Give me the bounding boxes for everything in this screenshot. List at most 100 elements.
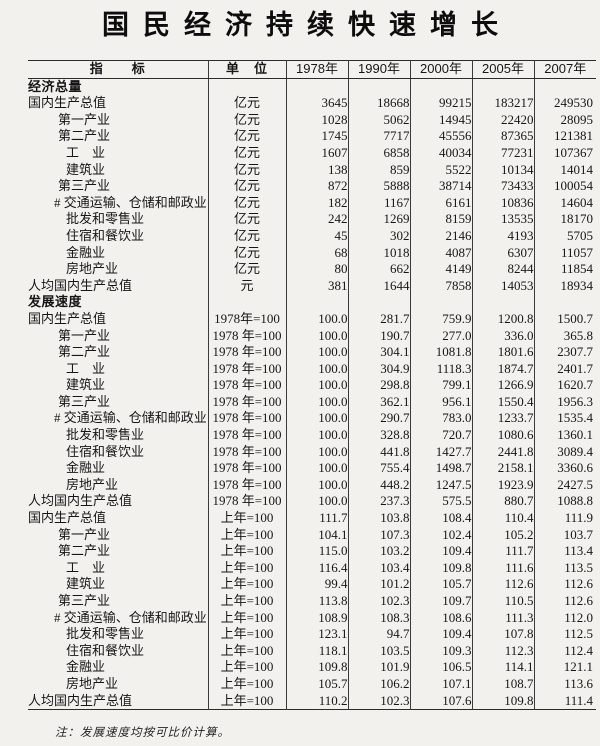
value-cell: 108.3 xyxy=(347,609,410,627)
value-cell: 22420 xyxy=(471,111,534,129)
value-cell: 111.9 xyxy=(533,510,596,527)
value-cell: 101.9 xyxy=(347,659,410,676)
value-cell: 18668 xyxy=(347,95,410,112)
table-row: 建筑业 1978 年=100 100.0 298.8 799.1 1266.9 1620.7 xyxy=(28,377,596,394)
value-cell: 100.0 xyxy=(285,344,348,361)
value-cell: 1200.8 xyxy=(471,310,534,328)
row-indicator-label: 第一产业 xyxy=(58,111,111,127)
value-cell: 28095 xyxy=(533,111,596,129)
row-indicator-label: 人均国内生产总值 xyxy=(28,493,133,509)
value-cell: 304.9 xyxy=(347,360,410,378)
row-unit: 上年=100 xyxy=(207,642,286,660)
row-indicator-label: 金融业 xyxy=(66,244,106,260)
row-indicator-label: 第三产业 xyxy=(58,593,111,608)
value-cell: 109.4 xyxy=(409,626,472,643)
value-cell: 138 xyxy=(285,161,348,179)
value-cell: 111.3 xyxy=(471,609,534,627)
value-cell: 113.6 xyxy=(533,675,596,693)
value-cell: 277.0 xyxy=(409,327,472,345)
table-row: 建筑业 上年=100 99.4 101.2 105.7 112.6 112.6 xyxy=(28,576,596,593)
value-cell: 1498.7 xyxy=(409,460,472,477)
value-cell: 242 xyxy=(285,211,348,228)
value-cell: 13535 xyxy=(471,211,534,228)
table-row: 房地产业 上年=100 105.7 106.2 107.1 108.7 113.6 xyxy=(28,675,596,693)
value-cell: 4087 xyxy=(409,244,472,262)
row-unit: 1978 年=100 xyxy=(207,476,286,494)
value-cell: 1080.6 xyxy=(471,427,534,444)
value-cell: 1360.1 xyxy=(533,427,596,444)
value-cell: 2146 xyxy=(409,227,472,245)
row-indicator-label: # 交通运输、仓储和邮政业 xyxy=(54,194,207,210)
row-indicator-label: 第二产业 xyxy=(58,344,111,360)
value-cell: 1620.7 xyxy=(533,377,596,394)
row-unit: 1978 年=100 xyxy=(207,460,286,477)
value-cell: 365.8 xyxy=(533,327,596,345)
value-cell: 102.3 xyxy=(347,593,410,610)
value-cell: 107.3 xyxy=(347,526,410,544)
table-row: 人均国内生产总值 上年=100 110.2 102.3 107.6 109.8 111.4 xyxy=(28,692,596,710)
table-row: 人均国内生产总值 元 381 1644 7858 14053 18934 xyxy=(28,277,596,295)
value-cell: 2307.7 xyxy=(533,344,596,361)
row-unit: 亿元 xyxy=(207,244,286,262)
value-cell: 108.7 xyxy=(471,675,534,693)
table-row: 建筑业 亿元 138 859 5522 10134 14014 xyxy=(28,161,596,179)
value-cell: 109.3 xyxy=(409,642,472,660)
value-cell xyxy=(533,78,596,96)
value-cell: 5062 xyxy=(347,111,410,129)
value-cell: 109.8 xyxy=(409,559,472,577)
value-cell: 1247.5 xyxy=(409,476,472,494)
value-cell: 381 xyxy=(285,277,348,295)
table-row: 国内生产总值 1978年=100 100.0 281.7 759.9 1200.8 1500… xyxy=(28,310,596,328)
value-cell: 100054 xyxy=(533,178,596,195)
value-cell: 106.5 xyxy=(409,659,472,676)
value-cell: 111.4 xyxy=(533,692,596,710)
row-unit: 上年=100 xyxy=(207,675,286,693)
value-cell: 38714 xyxy=(409,178,472,195)
value-cell: 3360.6 xyxy=(533,460,596,477)
value-cell: 121.1 xyxy=(533,659,596,676)
value-cell: 100.0 xyxy=(285,410,348,428)
value-cell: 4149 xyxy=(409,261,472,278)
value-cell: 1644 xyxy=(347,277,410,295)
row-indicator-label: 第二产业 xyxy=(58,543,111,559)
value-cell xyxy=(409,294,472,311)
value-cell: 7717 xyxy=(347,128,410,145)
value-cell: 8244 xyxy=(471,261,534,278)
value-cell xyxy=(347,78,410,96)
value-cell: 10836 xyxy=(471,194,534,212)
row-indicator-label: 经济总量 xyxy=(28,78,83,94)
value-cell: 112.3 xyxy=(471,642,534,660)
row-unit: 1978 年=100 xyxy=(207,377,286,394)
value-cell: 100.0 xyxy=(285,460,348,477)
value-cell: 100.0 xyxy=(285,377,348,394)
value-cell: 1269 xyxy=(347,211,410,228)
row-indicator-label: 国内生产总值 xyxy=(28,510,107,526)
row-indicator-label: 人均国内生产总值 xyxy=(28,277,133,293)
value-cell xyxy=(533,294,596,311)
table-row: 金融业 上年=100 109.8 101.9 106.5 114.1 121.1 xyxy=(28,659,596,676)
row-unit: 1978 年=100 xyxy=(207,493,286,511)
value-cell: 362.1 xyxy=(347,393,410,411)
column-header: 1990年 xyxy=(347,60,410,79)
column-header: 指 标 xyxy=(28,60,208,79)
table-row: 第三产业 亿元 872 5888 38714 73433 100054 xyxy=(28,178,596,195)
row-indicator-label: 住宿和餐饮业 xyxy=(66,642,145,658)
value-cell: 183217 xyxy=(471,95,534,112)
table-row: 工 业 上年=100 116.4 103.4 109.8 111.6 113.5 xyxy=(28,559,596,577)
value-cell: 100.0 xyxy=(285,393,348,411)
value-cell: 1745 xyxy=(285,128,348,145)
row-indicator-label: 批发和零售业 xyxy=(66,211,145,227)
value-cell: 103.2 xyxy=(347,543,410,560)
value-cell: 6307 xyxy=(471,244,534,262)
value-cell xyxy=(347,294,410,311)
table-row: 第二产业 上年=100 115.0 103.2 109.4 111.7 113.4 xyxy=(28,543,596,560)
table-row: 住宿和餐饮业 1978 年=100 100.0 441.8 1427.7 2441.8 30… xyxy=(28,443,596,461)
row-indicator-label: 第一产业 xyxy=(58,327,111,343)
value-cell: 100.0 xyxy=(285,443,348,461)
value-cell: 80 xyxy=(285,261,348,278)
table-row: 第三产业 上年=100 113.8 102.3 109.7 110.5 112.6 xyxy=(28,593,596,610)
row-unit: 上年=100 xyxy=(207,692,286,710)
table-row: 人均国内生产总值 1978 年=100 100.0 237.3 575.5 880.7 10… xyxy=(28,493,596,511)
row-unit: 1978年=100 xyxy=(207,310,286,328)
